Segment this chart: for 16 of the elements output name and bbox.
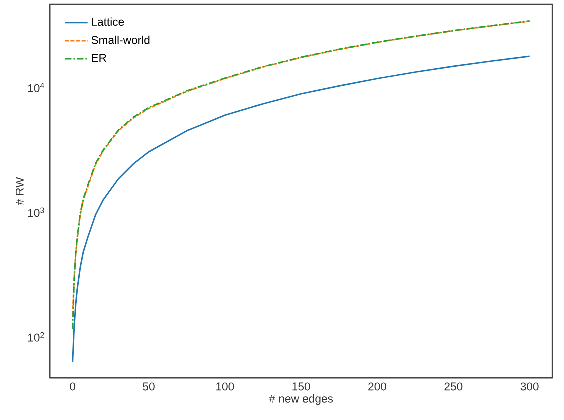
x-tick-label: 150 [292, 382, 310, 391]
legend-label: Small-world [92, 36, 150, 44]
legend-label: Lattice [92, 18, 124, 26]
x-tick-label: 50 [143, 382, 155, 391]
x-axis-title: # new edges [269, 394, 334, 406]
x-tick-label: 250 [444, 382, 463, 391]
line-series [72, 56, 531, 363]
y-tick-label: 10$^{4}$ [28, 83, 44, 92]
y-tick-label: 10$^{2}$ [28, 332, 44, 342]
x-tick-label: 100 [216, 382, 234, 391]
legend-label: ER [92, 54, 106, 62]
y-axis-title: # RW [16, 177, 24, 206]
y-tick-label: 10$^{3}$ [28, 208, 44, 218]
x-tick-label: 200 [368, 382, 386, 391]
x-tick-label: 0 [70, 382, 76, 391]
x-tick-label: 300 [520, 382, 539, 391]
